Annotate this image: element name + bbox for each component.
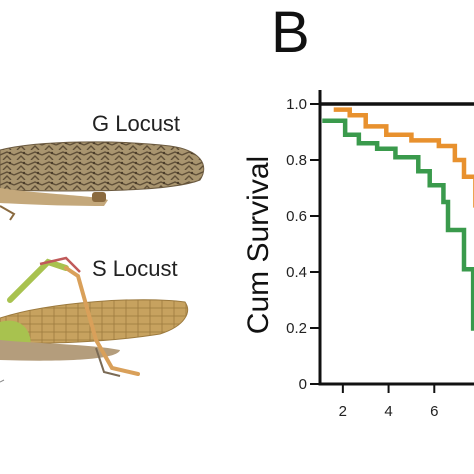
s-locust-label: S Locust: [92, 256, 178, 281]
s-locust-image: [0, 256, 189, 383]
series-line-2: [333, 107, 474, 208]
y-axis-label: Cum Survival: [242, 156, 275, 334]
series-line-3: [322, 118, 474, 331]
y-tick-label: 0.6: [286, 208, 307, 225]
y-tick-label: 0.2: [286, 320, 307, 337]
x-tick-label: 6: [430, 403, 438, 420]
g-locust-image: [0, 141, 205, 221]
y-tick-label: 0: [299, 376, 307, 393]
g-locust-label: G Locust: [92, 111, 181, 136]
x-tick-label: 4: [384, 403, 392, 420]
panel-letter: B: [271, 0, 310, 65]
chart-ticks: 0 0.2 0.4 0.6 0.8 1.0 2 4 6: [286, 96, 438, 420]
x-tick-label: 2: [339, 403, 347, 420]
y-tick-label: 0.4: [286, 264, 307, 281]
chart-series: [320, 102, 474, 331]
y-tick-label: 1.0: [286, 96, 307, 113]
chart-axes: [318, 90, 474, 386]
y-tick-label: 0.8: [286, 152, 307, 169]
